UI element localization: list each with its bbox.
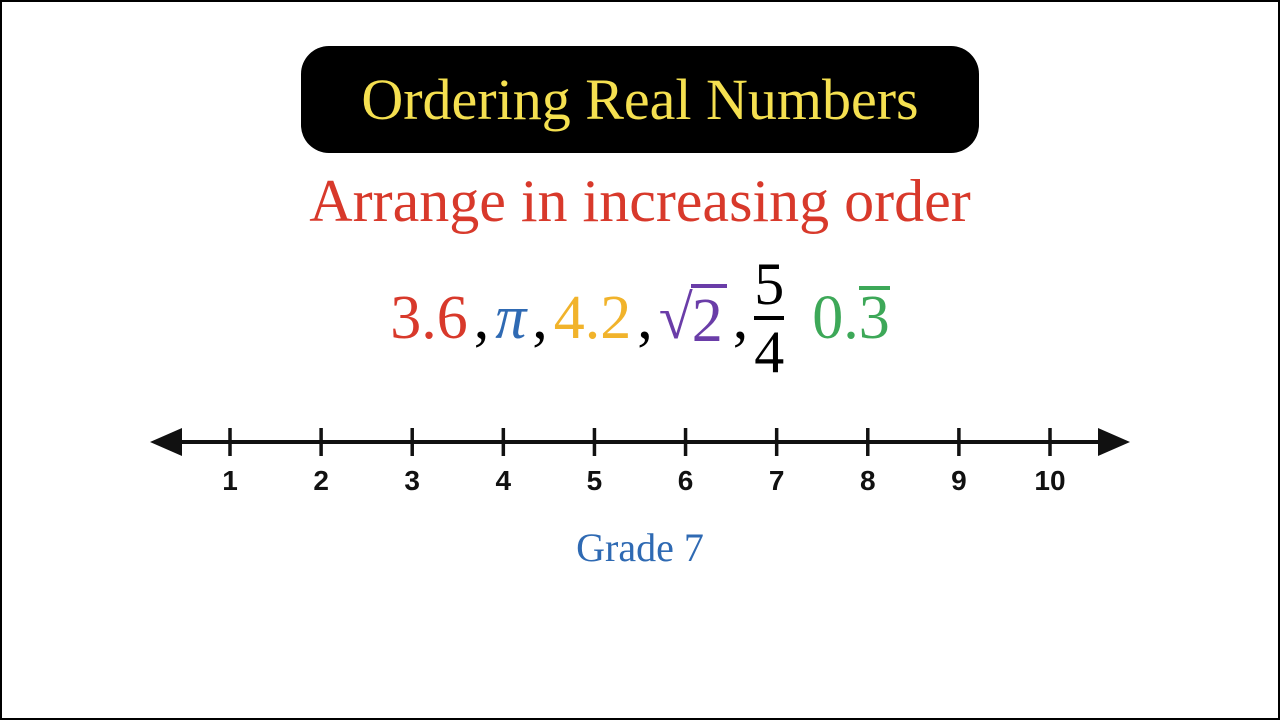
number-6: 0.3 [812, 283, 890, 354]
title-banner: Ordering Real Numbers [301, 46, 978, 153]
numbers-row: 3.6 , π , 4.2 , √ 2 , 5 4 0.3 [390, 254, 890, 382]
svg-text:2: 2 [313, 465, 329, 496]
number-5: 5 4 [754, 254, 784, 382]
separator: , [733, 283, 749, 354]
svg-text:9: 9 [951, 465, 967, 496]
svg-text:5: 5 [587, 465, 603, 496]
repeating-bar [859, 286, 890, 290]
svg-text:10: 10 [1034, 465, 1065, 496]
subtitle-text: Arrange in increasing order [309, 167, 970, 236]
number-3: 4.2 [554, 283, 632, 354]
title-text: Ordering Real Numbers [361, 66, 918, 133]
svg-text:7: 7 [769, 465, 785, 496]
number-4: √ 2 [659, 284, 727, 352]
number-2: π [495, 283, 526, 354]
svg-text:1: 1 [222, 465, 238, 496]
number-1: 3.6 [390, 283, 468, 354]
number-line: 1 2 3 4 5 6 7 8 9 10 [135, 410, 1145, 510]
separator: , [474, 283, 490, 354]
fraction-numerator: 5 [754, 254, 784, 316]
repeating-digit: 3 [859, 283, 890, 354]
grade-label: Grade 7 [576, 524, 704, 571]
svg-text:4: 4 [496, 465, 512, 496]
svg-text:3: 3 [404, 465, 420, 496]
sqrt-argument: 2 [691, 284, 727, 352]
svg-text:8: 8 [860, 465, 876, 496]
sqrt-symbol: √ [659, 287, 693, 349]
fraction-denominator: 4 [754, 320, 784, 382]
repeating-whole: 0. [812, 284, 859, 352]
svg-text:6: 6 [678, 465, 694, 496]
separator: , [637, 283, 653, 354]
separator: , [532, 283, 548, 354]
